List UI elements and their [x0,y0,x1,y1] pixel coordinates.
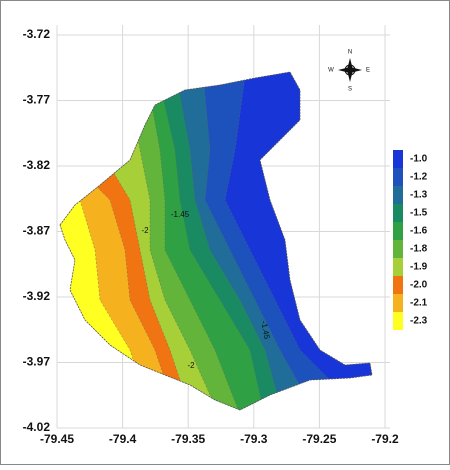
x-tick-label: -79.4 [109,432,137,446]
legend-label: -1.8 [410,244,428,255]
legend-swatch [393,276,403,294]
contour-band [60,72,161,410]
x-tick-label: -79.35 [171,432,205,446]
legend-swatch [393,312,403,330]
legend-swatch [393,186,403,204]
legend-swatch [393,258,403,276]
compass-ring [344,64,356,76]
legend-label: -1.5 [410,208,428,219]
region-outline [59,71,373,411]
legend-label: -2.3 [410,316,428,327]
compass-e: E [366,68,370,74]
contour-label: -2 [141,226,149,235]
x-tick-label: -79.2 [371,432,399,446]
compass: N E S W [328,50,370,93]
compass-n: N [348,50,352,56]
x-tick-label: -79.25 [302,432,336,446]
compass-s: S [348,87,352,93]
compass-needle [338,67,362,73]
legend-swatch [393,294,403,312]
legend-label: -2.1 [410,298,428,309]
legend-swatch [393,222,403,240]
legend-swatch [393,204,403,222]
legend-swatch [393,150,403,168]
legend: -1.0 -1.2 -1.3 -1.5 -1.6 -1.8 -1.9 -2.0 -2.1 -2.3 [393,150,428,330]
y-tick-label: -3.92 [23,289,51,303]
y-tick-label: -3.72 [23,27,51,41]
legend-swatch [393,168,403,186]
legend-label: -1.0 [410,154,428,165]
y-tick-label: -3.87 [23,224,51,238]
legend-label: -1.9 [410,262,428,273]
contour-label: -2 [187,361,195,370]
y-tick-label: -3.97 [23,355,51,369]
legend-label: -1.3 [410,190,428,201]
compass-w: W [328,68,334,74]
legend-label: -1.2 [410,172,428,183]
legend-label: -2.0 [410,280,428,291]
x-tick-label: -79.3 [240,432,268,446]
y-tick-label: -3.82 [23,158,51,172]
x-tick-label: -79.45 [40,432,74,446]
legend-label: -1.6 [410,226,428,237]
contour-label: -1.45 [259,320,271,340]
legend-swatch [393,240,403,258]
y-tick-label: -3.77 [23,93,51,107]
contour-label: -1.45 [171,210,190,219]
y-tick-label: -4.02 [23,420,51,434]
